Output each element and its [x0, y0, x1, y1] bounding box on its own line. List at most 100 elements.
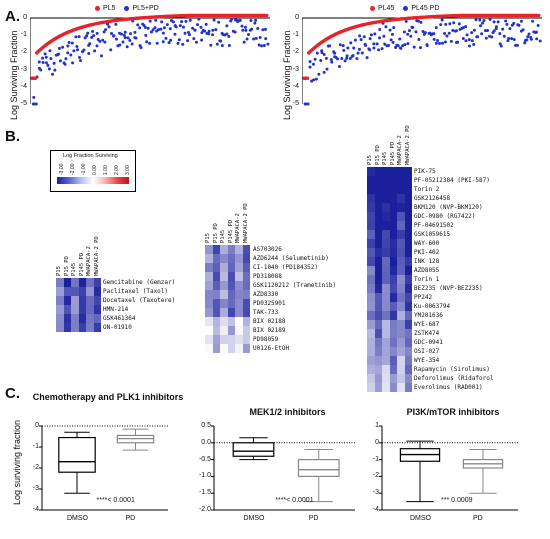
scatter-point-pd [103, 40, 107, 44]
scatter-point-pd [320, 51, 324, 55]
scatter-point-pd [167, 41, 171, 45]
scatter-point-pd [186, 30, 190, 34]
heatmap-cell [367, 248, 375, 257]
heatmap-cell [389, 176, 397, 185]
scatter-point-control [33, 76, 38, 80]
heatmap-cell [242, 317, 250, 326]
heatmap-cell [389, 338, 397, 347]
y-tick-label: -2.0 [198, 506, 211, 513]
heatmap-cell [71, 278, 79, 287]
heatmap-row-label: WYE-354 [414, 357, 440, 364]
heatmap-cell [404, 329, 412, 338]
scatter-point-pd [52, 61, 56, 65]
heatmap-cell [397, 383, 405, 392]
heatmap-cell [367, 383, 375, 392]
heatmap-cell [242, 308, 250, 317]
heatmap-cell [404, 266, 412, 275]
heatmap-cell [86, 278, 94, 287]
heatmap-legend-value: -3.00 [59, 163, 65, 175]
heatmap-cell [389, 347, 397, 356]
heatmap-cell [389, 239, 397, 248]
scatter-point-pd [488, 17, 492, 21]
scatter-point-pd [315, 51, 319, 55]
heatmap-cell [389, 293, 397, 302]
scatter-point-pd [443, 31, 447, 35]
scatter-point-pd [200, 31, 204, 35]
heatmap-legend-value: 1.00 [103, 165, 109, 175]
heatmap3-grid [367, 167, 412, 392]
heatmap-cell [382, 356, 390, 365]
scatter-point-pd [360, 51, 364, 55]
heatmap-cell [367, 239, 375, 248]
scatter-point-pd [82, 48, 86, 52]
y-tick-label: -1 [292, 31, 299, 39]
heatmap-column-label: P145 PD [227, 219, 234, 243]
heatmap-cell [367, 284, 375, 293]
scatter-point-control [537, 13, 541, 18]
heatmap-cell [397, 302, 405, 311]
heatmap-cell [397, 167, 405, 176]
heatmap-cell [374, 329, 382, 338]
heatmap-cell [404, 257, 412, 266]
scatter-point-pd [34, 102, 38, 106]
scatter-point-pd [102, 30, 106, 34]
scatter-point-pd [241, 28, 245, 32]
heatmap-cell [235, 290, 243, 299]
scatter-point-pd [457, 22, 461, 26]
scatter-point-pd [230, 17, 234, 21]
y-tick-label: -1.5 [198, 489, 211, 497]
heatmap-cell [374, 365, 382, 374]
scatter-point-pd [165, 23, 169, 27]
scatter-point-pd [313, 57, 317, 61]
scatter-point-pd [432, 32, 436, 36]
heatmap-cell [78, 287, 86, 296]
scatter-point-pd [356, 51, 360, 55]
scatter-point-pd [449, 39, 453, 43]
scatter-point-pd [256, 26, 260, 30]
scatter-point-pd [380, 47, 384, 51]
p-value-annotation: ****< 0.0001 [275, 497, 314, 504]
y-tick-label: 0.0 [201, 438, 211, 446]
heatmap-cell [374, 383, 382, 392]
scatter-point-pd [345, 56, 349, 60]
heatmap-row-label: Paclitaxel (Taxol) [103, 288, 169, 295]
heatmap-cell [404, 302, 412, 311]
scatter-point-pd [505, 22, 509, 26]
heatmap-cell [235, 308, 243, 317]
heatmap-row-label: WYE-687 [414, 321, 440, 328]
scatter-point-pd [70, 41, 74, 45]
heatmap-row-label: GSK1120212 (Trametinib) [253, 282, 337, 289]
scatter-point-pd [126, 36, 130, 40]
scatter-point-pd [139, 46, 143, 50]
scatter-point-pd [136, 23, 140, 27]
heatmap-cell [212, 272, 220, 281]
heatmap-cell [374, 194, 382, 203]
heatmap-row-label: ZSTK474 [414, 330, 440, 337]
y-tick-label: 0 [23, 14, 27, 21]
heatmap-cell [382, 302, 390, 311]
heatmap-cell [220, 335, 228, 344]
scatter-point-pd [74, 35, 78, 39]
heatmap-cell [374, 230, 382, 239]
y-tick-label: -3 [292, 65, 299, 73]
scatter-point-pd [378, 27, 382, 31]
scatter-point-pd [90, 36, 94, 40]
scatter-point-pd [47, 67, 51, 71]
scatter-point-pd [91, 29, 95, 33]
scatter-point-pd [447, 31, 451, 35]
scatter-point-pd [155, 41, 159, 45]
heatmap-cell [367, 338, 375, 347]
heatmap-cell [382, 221, 390, 230]
panel-a-right-scatter [302, 13, 542, 106]
box-iqr [232, 442, 275, 457]
heatmap-cell [71, 296, 79, 305]
heatmap-cell [220, 290, 228, 299]
scatter-point-pd [123, 36, 127, 40]
scatter-point-pd [436, 38, 440, 42]
heatmap-cell [367, 185, 375, 194]
scatter-point-pd [403, 43, 407, 47]
scatter-point-pd [391, 40, 395, 44]
heatmap-cell [374, 311, 382, 320]
scatter-point-pd [406, 32, 410, 36]
y-tick-label: -1 [32, 443, 39, 450]
